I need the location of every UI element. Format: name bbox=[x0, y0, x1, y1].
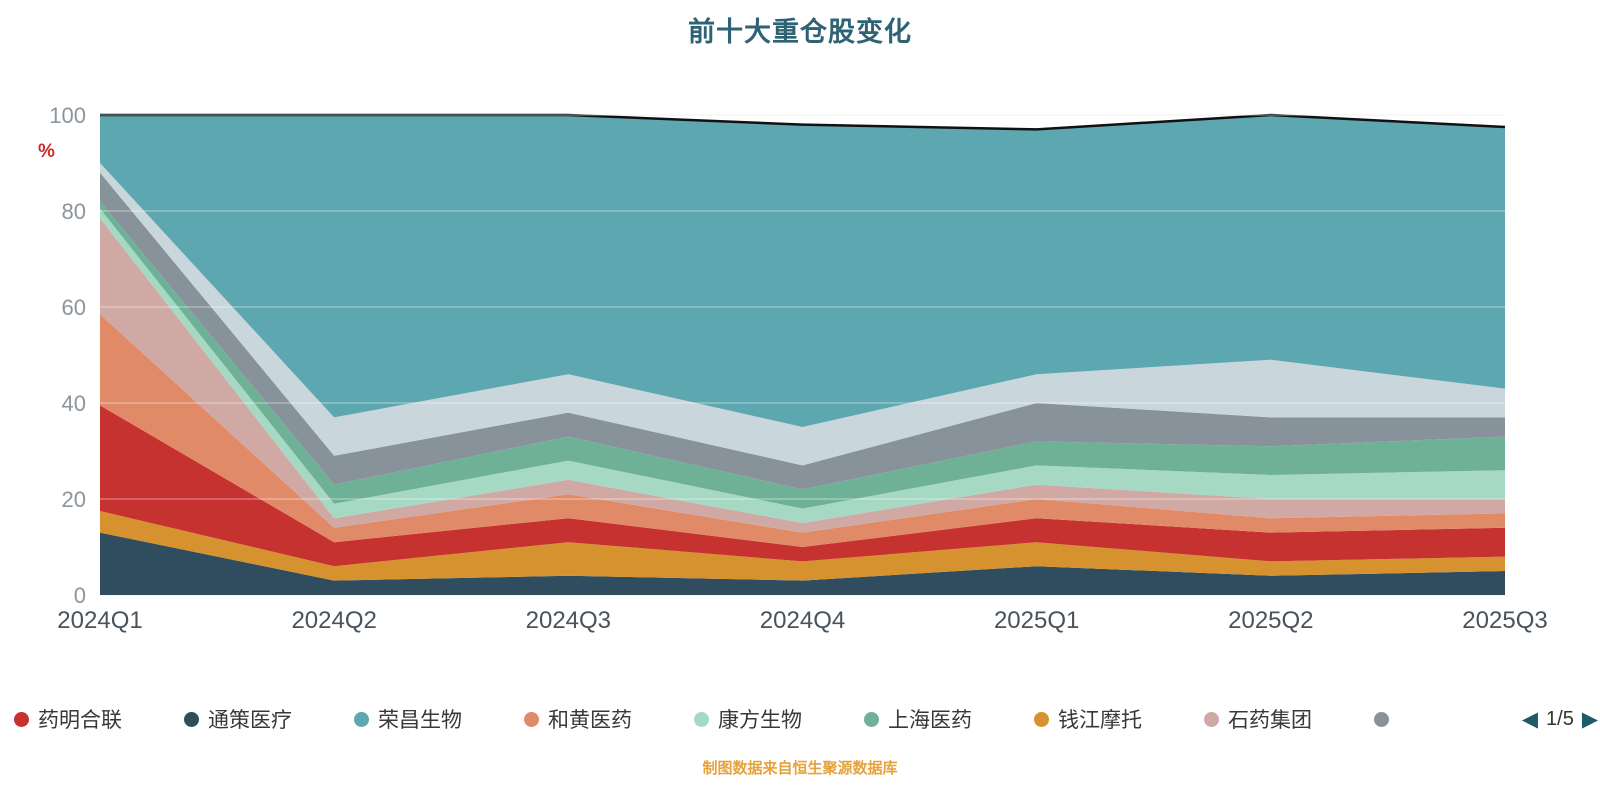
x-tick-label: 2025Q3 bbox=[1462, 607, 1547, 634]
legend-dot-icon bbox=[354, 711, 369, 727]
data-source-note: 制图数据来自恒生聚源数据库 bbox=[702, 760, 898, 777]
legend-item-4-和黄医药[interactable]: 和黄医药 bbox=[524, 704, 632, 734]
legend-label: 荣昌生物 bbox=[378, 709, 462, 732]
area-series-5-石药集团[interactable] bbox=[100, 218, 1505, 533]
legend-item-3-荣昌生物[interactable]: 荣昌生物 bbox=[354, 704, 462, 734]
legend-label: 石药集团 bbox=[1228, 709, 1312, 732]
legend-item-1-药明合联[interactable]: 药明合联 bbox=[14, 704, 122, 734]
y-tick-label: 0 bbox=[74, 583, 86, 608]
chart-areas bbox=[100, 115, 1505, 595]
legend-item-9[interactable] bbox=[1374, 711, 1398, 727]
legend-dot-icon bbox=[864, 711, 879, 727]
legend-label: 通策医疗 bbox=[208, 709, 292, 732]
y-tick-label: 100 bbox=[49, 103, 86, 128]
area-series-2-钱江摩托[interactable] bbox=[100, 511, 1505, 581]
chart-title: 前十大重仓股变化 bbox=[688, 17, 912, 47]
x-tick-label: 2024Q1 bbox=[57, 607, 142, 634]
x-tick-label: 2024Q4 bbox=[760, 607, 845, 634]
legend-label: 和黄医药 bbox=[548, 709, 632, 732]
legend-label: 药明合联 bbox=[38, 709, 122, 732]
legend-pagination: ◀ 1/5 ▶ bbox=[1513, 700, 1598, 738]
legend-dot-icon bbox=[184, 711, 199, 727]
area-series-8[interactable] bbox=[100, 172, 1505, 490]
legend-next-icon[interactable]: ▶ bbox=[1581, 707, 1598, 731]
area-series-6-康方生物[interactable] bbox=[100, 208, 1505, 523]
stacked-area-chart: % 0 20 40 60 80 100 2024Q1 2024Q2 2024Q3 2024Q4 20… bbox=[38, 103, 1548, 634]
area-series-10-荣昌生物[interactable] bbox=[100, 115, 1505, 427]
legend-prev-icon[interactable]: ◀ bbox=[1521, 707, 1539, 731]
axis-labels: 0 20 40 60 80 100 2024Q1 2024Q2 2024Q3 2024Q4 2025… bbox=[49, 103, 1547, 634]
total-top-line bbox=[100, 113, 1506, 131]
y-tick-label: 60 bbox=[62, 295, 86, 320]
area-series-1-通策医疗[interactable] bbox=[100, 532, 1505, 595]
y-tick-label: 40 bbox=[62, 391, 86, 416]
legend: 药明合联 通策医疗 荣昌生物 和黄医药 康方生物 上海医药 钱江摩托 石药集团 bbox=[0, 700, 1600, 738]
legend-dot-icon bbox=[1374, 711, 1389, 727]
legend-label: 康方生物 bbox=[718, 709, 802, 732]
gridlines-over bbox=[100, 114, 1505, 500]
legend-item-5-康方生物[interactable]: 康方生物 bbox=[694, 704, 802, 734]
legend-label: 钱江摩托 bbox=[1058, 709, 1142, 732]
legend-dot-icon bbox=[14, 711, 29, 727]
legend-dot-icon bbox=[1034, 711, 1049, 727]
x-tick-label: 2025Q2 bbox=[1228, 607, 1313, 634]
y-tick-label: 80 bbox=[62, 199, 86, 224]
legend-dot-icon bbox=[694, 711, 709, 727]
legend-item-7-钱江摩托[interactable]: 钱江摩托 bbox=[1034, 704, 1142, 734]
area-series-3-药明合联[interactable] bbox=[100, 405, 1505, 567]
legend-item-6-上海医药[interactable]: 上海医药 bbox=[864, 704, 972, 734]
area-series-9[interactable] bbox=[100, 163, 1505, 466]
y-axis-unit-label: % bbox=[38, 141, 55, 162]
x-tick-label: 2024Q3 bbox=[526, 607, 611, 634]
legend-dot-icon bbox=[524, 711, 539, 727]
legend-label: 上海医药 bbox=[888, 709, 972, 732]
legend-page-indicator: 1/5 bbox=[1546, 707, 1574, 730]
legend-item-2-通策医疗[interactable]: 通策医疗 bbox=[184, 704, 292, 734]
area-series-4-和黄医药[interactable] bbox=[100, 314, 1505, 547]
x-tick-label: 2024Q2 bbox=[291, 607, 376, 634]
y-tick-label: 20 bbox=[62, 487, 86, 512]
legend-item-8-石药集团[interactable]: 石药集团 bbox=[1204, 704, 1312, 734]
legend-dot-icon bbox=[1204, 711, 1219, 727]
x-tick-label: 2025Q1 bbox=[994, 607, 1079, 634]
